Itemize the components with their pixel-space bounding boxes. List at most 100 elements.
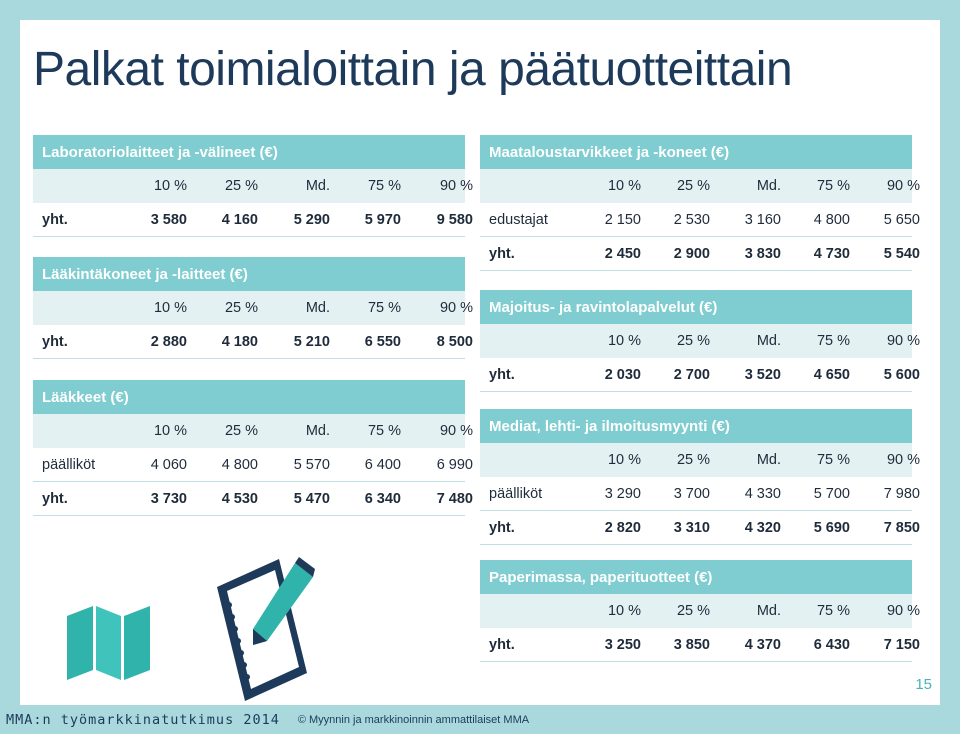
table-cell: 6 550: [364, 333, 401, 350]
row-label: päälliköt: [489, 485, 543, 502]
table-cell: 2 700: [673, 366, 710, 383]
table-cell: 2 880: [150, 333, 187, 350]
table-cell: 5 690: [813, 519, 850, 536]
column-header: Md.: [756, 452, 781, 468]
column-header: 10 %: [153, 423, 187, 439]
column-header: 10 %: [607, 333, 641, 349]
column-header: 75 %: [367, 423, 401, 439]
table-cell: 7 150: [883, 636, 920, 653]
column-header: 25 %: [676, 452, 710, 468]
table-cell: 3 730: [150, 490, 187, 507]
table-cell: 2 900: [673, 245, 710, 262]
table-cell: 4 060: [150, 456, 187, 473]
table-cell: 3 850: [673, 636, 710, 653]
data-table: Maataloustarvikkeet ja -koneet (€) 10 % 25…: [480, 135, 920, 271]
column-header: 25 %: [676, 603, 710, 619]
column-header: Md.: [305, 300, 330, 316]
table-cell: 4 800: [813, 211, 850, 228]
table-cell: 8 500: [436, 333, 473, 350]
notebook-pencil-icon: [217, 557, 315, 701]
table-cell: 5 470: [293, 490, 330, 507]
row-label: yht.: [489, 245, 515, 262]
column-header: Md.: [756, 333, 781, 349]
table-cell: 5 540: [883, 245, 920, 262]
table-cell: 3 830: [744, 245, 781, 262]
column-header-row: 10 % 25 % Md. 75 % 90 %: [33, 414, 473, 448]
table-cell: 4 530: [221, 490, 258, 507]
column-header-row: 10 % 25 % Md. 75 % 90 %: [480, 594, 920, 628]
column-header: Md.: [756, 178, 781, 194]
row-label: edustajat: [489, 211, 548, 228]
column-header: Md.: [305, 423, 330, 439]
table-row: yht. 2 820 3 310 4 320 5 690 7 850: [480, 511, 920, 545]
row-label: yht.: [42, 333, 68, 350]
column-header: 25 %: [224, 300, 258, 316]
table-cell: 4 320: [744, 519, 781, 536]
table-cell: 6 340: [364, 490, 401, 507]
table-cell: 3 310: [673, 519, 710, 536]
table-cell: 3 290: [604, 485, 641, 502]
column-header: 90 %: [886, 603, 920, 619]
table-header: Majoitus- ja ravintolapalvelut (€): [480, 290, 912, 324]
table-cell: 7 980: [883, 485, 920, 502]
table-cell: 2 450: [604, 245, 641, 262]
table-cell: 7 850: [883, 519, 920, 536]
column-header: 10 %: [607, 603, 641, 619]
data-table: Mediat, lehti- ja ilmoitusmyynti (€) 10 %…: [480, 409, 920, 545]
table-cell: 2 150: [604, 211, 641, 228]
row-label: päälliköt: [42, 456, 96, 473]
table-cell: 4 800: [221, 456, 258, 473]
table-cell: 2 030: [604, 366, 641, 383]
column-header: 90 %: [886, 178, 920, 194]
table-cell: 7 480: [436, 490, 473, 507]
column-header-row: 10 % 25 % Md. 75 % 90 %: [480, 443, 920, 477]
row-label: yht.: [42, 490, 68, 507]
data-table: Paperimassa, paperituotteet (€) 10 % 25 % M…: [480, 560, 920, 662]
column-header: 10 %: [607, 178, 641, 194]
table-cell: 4 180: [221, 333, 258, 350]
table-header: Mediat, lehti- ja ilmoitusmyynti (€): [480, 409, 912, 443]
row-label: yht.: [42, 211, 68, 228]
table-cell: 5 600: [883, 366, 920, 383]
data-table: Majoitus- ja ravintolapalvelut (€) 10 % 25…: [480, 290, 920, 392]
table-row: päälliköt 3 290 3 700 4 330 5 700 7 980: [480, 477, 920, 511]
column-header-row: 10 % 25 % Md. 75 % 90 %: [33, 169, 473, 203]
column-header: 75 %: [816, 603, 850, 619]
map-icon: [67, 606, 150, 680]
page-number: 15: [915, 676, 932, 693]
table-cell: 2 820: [604, 519, 641, 536]
table-cell: 3 520: [744, 366, 781, 383]
column-header-row: 10 % 25 % Md. 75 % 90 %: [480, 169, 920, 203]
data-table: Laboratoriolaitteet ja -välineet (€) 10 %…: [33, 135, 473, 237]
table-row: yht. 3 250 3 850 4 370 6 430 7 150: [480, 628, 920, 662]
table-header: Laboratoriolaitteet ja -välineet (€): [33, 135, 465, 169]
table-row: päälliköt 4 060 4 800 5 570 6 400 6 990: [33, 448, 473, 482]
column-header-row: 10 % 25 % Md. 75 % 90 %: [33, 291, 473, 325]
table-row: edustajat 2 150 2 530 3 160 4 800 5 650: [480, 203, 920, 237]
table-row: yht. 2 450 2 900 3 830 4 730 5 540: [480, 237, 920, 271]
table-cell: 2 530: [673, 211, 710, 228]
table-cell: 5 570: [293, 456, 330, 473]
table-cell: 5 700: [813, 485, 850, 502]
table-cell: 4 650: [813, 366, 850, 383]
table-cell: 4 370: [744, 636, 781, 653]
column-header: 90 %: [439, 300, 473, 316]
table-cell: 5 650: [883, 211, 920, 228]
row-label: yht.: [489, 636, 515, 653]
column-header: 90 %: [439, 423, 473, 439]
column-header: 90 %: [886, 452, 920, 468]
footer-survey: MMA:n työmarkkinatutkimus 2014: [6, 712, 280, 728]
column-header: 25 %: [224, 423, 258, 439]
table-cell: 4 160: [221, 211, 258, 228]
column-header: 75 %: [816, 333, 850, 349]
column-header: 25 %: [224, 178, 258, 194]
data-table: Lääkkeet (€) 10 % 25 % Md. 75 % 90 % päälliköt…: [33, 380, 473, 516]
table-cell: 3 700: [673, 485, 710, 502]
column-header: 75 %: [367, 300, 401, 316]
table-cell: 5 290: [293, 211, 330, 228]
table-cell: 9 580: [436, 211, 473, 228]
column-header-row: 10 % 25 % Md. 75 % 90 %: [480, 324, 920, 358]
column-header: 75 %: [367, 178, 401, 194]
table-cell: 4 330: [744, 485, 781, 502]
row-label: yht.: [489, 519, 515, 536]
